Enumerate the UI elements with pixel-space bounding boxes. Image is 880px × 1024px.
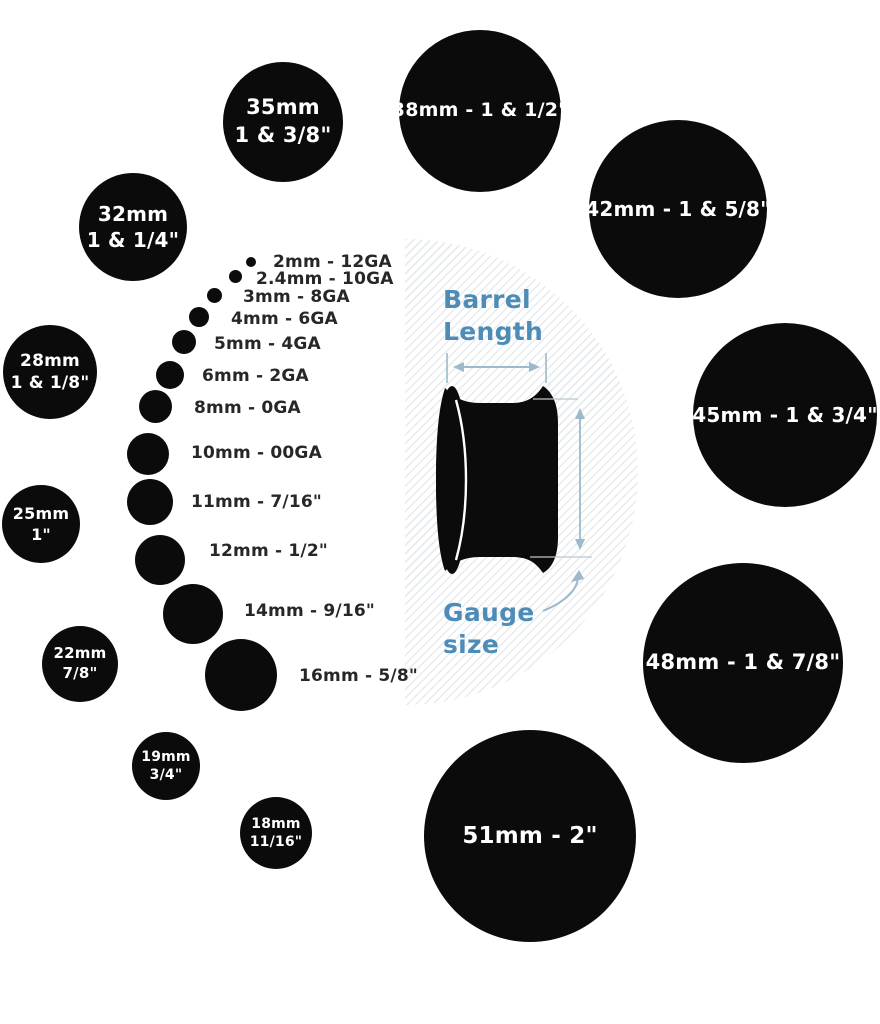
gauge-scale-label-16mm: 16mm - 5/8": [299, 666, 418, 686]
gauge-dot-2-4mm: [229, 270, 242, 283]
gauge-dot-8mm: [139, 390, 172, 423]
gauge-dot-6mm: [156, 361, 184, 389]
gauge-dot-5mm: [172, 330, 196, 354]
size-circle-28mm: 28mm 1 & 1/8": [3, 325, 97, 419]
gauge-dot-16mm: [205, 639, 277, 711]
gauge-dot-2mm: [246, 257, 256, 267]
gauge-scale-label-10mm: 10mm - 00GA: [191, 443, 322, 463]
circle-size-mm: 19mm: [141, 748, 191, 765]
circle-size-mm: 35mm: [246, 95, 320, 120]
circle-size-inch: 11/16": [249, 834, 303, 850]
gauge-size-label: Gauge size: [443, 598, 535, 659]
plug-front-flare: [436, 386, 468, 574]
arrow-head-right: [529, 362, 540, 372]
plug-diagram: [436, 353, 592, 612]
gauge-scale-label-2-4mm: 2.4mm - 10GA: [256, 269, 394, 289]
gauge-dot-14mm: [163, 584, 223, 644]
size-circle-48mm: 48mm - 1 & 7/8": [643, 563, 843, 763]
circle-size-label: 51mm - 2": [462, 822, 598, 849]
gauge-scale-label-6mm: 6mm - 2GA: [202, 366, 309, 386]
gauge-dot-11mm: [127, 479, 173, 525]
circle-size-inch: 1 & 1/4": [86, 228, 180, 252]
size-circle-19mm: 19mm 3/4": [132, 732, 200, 800]
gauge-scale-label-4mm: 4mm - 6GA: [231, 309, 338, 329]
size-circle-35mm: 35mm 1 & 3/8": [223, 62, 343, 182]
gauge-dot-10mm: [127, 433, 169, 475]
circle-size-inch: 7/8": [62, 664, 98, 682]
gauge-scale-label-12mm: 12mm - 1/2": [209, 541, 328, 561]
gauge-scale-label-14mm: 14mm - 9/16": [244, 601, 375, 621]
size-circle-18mm: 18mm 11/16": [240, 797, 312, 869]
circle-size-inch: 1": [31, 525, 51, 544]
gauge-dot-4mm: [189, 307, 209, 327]
gauge-scale-label-11mm: 11mm - 7/16": [191, 492, 322, 512]
gauge-scale-label-8mm: 8mm - 0GA: [194, 398, 301, 418]
circle-size-mm: 25mm: [12, 503, 70, 523]
barrel-length-label: Barrel Length: [443, 285, 544, 346]
size-circle-25mm: 25mm 1": [2, 485, 80, 563]
circle-size-inch: 1 & 1/8": [10, 373, 90, 393]
size-circle-32mm: 32mm 1 & 1/4": [79, 173, 187, 281]
circle-size-label: 48mm - 1 & 7/8": [645, 650, 841, 675]
gauge-dot-12mm: [135, 535, 185, 585]
circle-size-mm: 28mm: [20, 350, 80, 371]
circle-size-label: 42mm - 1 & 5/8": [585, 196, 771, 221]
gauge-scale-label-3mm: 3mm - 8GA: [243, 287, 350, 307]
arrow-head-curved: [571, 570, 584, 582]
gauge-scale-label-2mm: 2mm - 12GA: [273, 252, 392, 272]
size-circle-38mm: 38mm - 1 & 1/2": [392, 30, 568, 192]
arrow-head-left: [453, 362, 464, 372]
circle-size-mm: 32mm: [97, 201, 169, 226]
size-circle-51mm: 51mm - 2": [424, 730, 636, 942]
plug-barrel-shape: [436, 386, 558, 573]
circle-size-mm: 18mm: [251, 815, 301, 832]
gauge-dot-3mm: [207, 288, 222, 303]
arrow-head-down: [575, 539, 585, 550]
plug-flare-highlight: [454, 399, 468, 561]
circle-size-inch: 3/4": [149, 767, 183, 783]
circle-size-inch: 1 & 3/8": [234, 123, 332, 147]
circle-size-mm: 22mm: [53, 644, 107, 663]
gauge-scale-label-5mm: 5mm - 4GA: [214, 334, 321, 354]
size-circle-22mm: 22mm 7/8": [42, 626, 118, 702]
size-circle-45mm: 45mm - 1 & 3/4": [692, 323, 878, 507]
circle-size-label: 38mm - 1 & 1/2": [391, 99, 569, 122]
gauge-size-curved-arrow: [542, 577, 579, 612]
circle-size-label: 45mm - 1 & 3/4": [692, 402, 878, 427]
arrow-head-up: [575, 408, 585, 419]
size-circle-42mm: 42mm - 1 & 5/8": [585, 120, 771, 298]
